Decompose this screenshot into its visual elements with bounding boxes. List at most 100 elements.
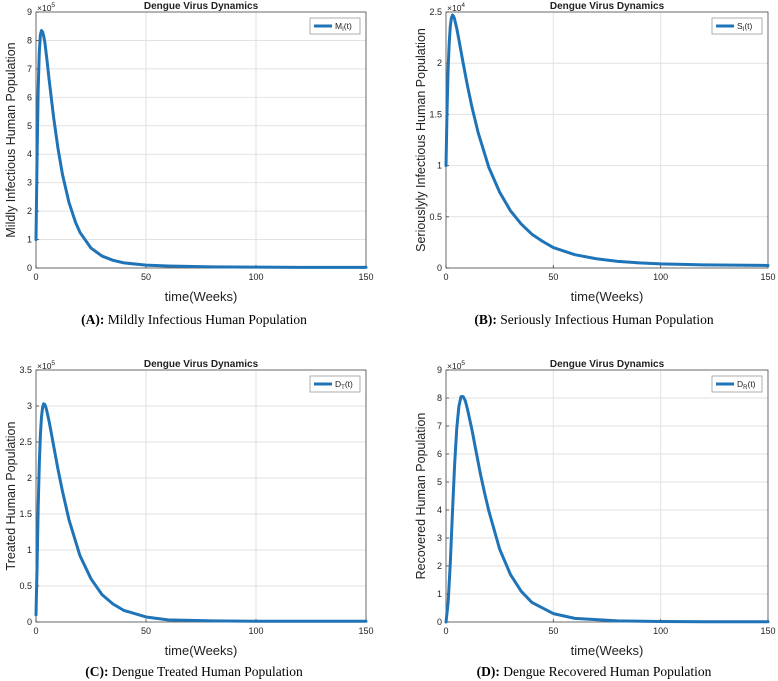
x-tick-label: 0 bbox=[33, 626, 38, 636]
x-tick-label: 0 bbox=[33, 272, 38, 282]
caption-d: (D): Dengue Recovered Human Population bbox=[424, 664, 764, 680]
caption-a-text: Mildly Infectious Human Population bbox=[107, 312, 307, 327]
x-tick-label: 150 bbox=[760, 626, 775, 636]
x-tick-label: 0 bbox=[443, 626, 448, 636]
chart-d: 0 50 100 150 0 1 2 3 4 5 6 7 8 9 ×105 Dengue Virus Dyna… bbox=[414, 359, 776, 658]
x-axis-label: time(Weeks) bbox=[571, 643, 644, 658]
y-tick-label: 3 bbox=[27, 401, 32, 411]
plot-frame bbox=[445, 369, 769, 623]
y-tick-label: 6 bbox=[437, 449, 442, 459]
caption-c-label: (C): bbox=[85, 664, 109, 679]
y-exponent-label: ×104 bbox=[447, 2, 465, 13]
y-tick-label: 5 bbox=[437, 477, 442, 487]
x-tick-label: 50 bbox=[548, 272, 558, 282]
plot-area bbox=[446, 12, 768, 268]
y-tick-label: 0 bbox=[27, 617, 32, 627]
y-tick-label: 0.5 bbox=[19, 581, 32, 591]
caption-b-text: Seriously Infectious Human Population bbox=[500, 312, 714, 327]
legend-label: DR(t) bbox=[737, 379, 756, 391]
x-tick-label: 50 bbox=[141, 626, 151, 636]
y-tick-label: 7 bbox=[27, 64, 32, 74]
x-axis-label: time(Weeks) bbox=[571, 289, 644, 304]
x-tick-label: 0 bbox=[443, 272, 448, 282]
y-tick-label: 0 bbox=[437, 263, 442, 273]
y-axis-label: Mildly Infectious Human Population bbox=[4, 42, 18, 237]
y-tick-label: 1.5 bbox=[429, 109, 442, 119]
caption-b: (B): Seriously Infectious Human Populati… bbox=[424, 312, 764, 328]
caption-c: (C): Dengue Treated Human Population bbox=[24, 664, 364, 680]
x-tick-label: 50 bbox=[548, 626, 558, 636]
legend: SI(t) bbox=[711, 17, 763, 35]
legend-box bbox=[309, 17, 361, 35]
legend-box bbox=[309, 375, 361, 393]
series-line bbox=[444, 13, 770, 267]
y-exponent-label: ×105 bbox=[37, 2, 55, 13]
caption-d-text: Dengue Recovered Human Population bbox=[503, 664, 712, 679]
chart-title: Dengue Virus Dynamics bbox=[550, 359, 665, 370]
y-tick-label: 2 bbox=[27, 206, 32, 216]
caption-c-text: Dengue Treated Human Population bbox=[111, 664, 303, 679]
y-tick-label: 2 bbox=[437, 561, 442, 571]
y-tick-label: 1 bbox=[437, 589, 442, 599]
legend: DT(t) bbox=[309, 375, 361, 393]
y-tick-label: 4 bbox=[27, 149, 32, 159]
y-tick-label: 9 bbox=[437, 365, 442, 375]
x-tick-label: 100 bbox=[653, 272, 668, 282]
y-tick-label: 3 bbox=[27, 178, 32, 188]
y-tick-label: 5 bbox=[27, 121, 32, 131]
y-tick-label: 1 bbox=[27, 545, 32, 555]
y-tick-label: 1 bbox=[27, 235, 32, 245]
y-tick-label: 6 bbox=[27, 92, 32, 102]
series-line bbox=[34, 28, 368, 269]
y-tick-label: 7 bbox=[437, 421, 442, 431]
y-tick-label: 9 bbox=[27, 7, 32, 17]
legend: DR(t) bbox=[711, 375, 763, 393]
x-tick-label: 100 bbox=[248, 626, 263, 636]
y-tick-label: 3 bbox=[437, 533, 442, 543]
x-axis-label: time(Weeks) bbox=[165, 643, 238, 658]
x-tick-label: 150 bbox=[760, 272, 775, 282]
legend: MI(t) bbox=[309, 17, 361, 35]
legend-label: MI(t) bbox=[335, 21, 352, 33]
plot-area bbox=[36, 12, 366, 268]
chart-title: Dengue Virus Dynamics bbox=[550, 1, 665, 12]
y-tick-label: 1.5 bbox=[19, 509, 32, 519]
legend-box bbox=[711, 375, 763, 393]
y-tick-label: 0 bbox=[437, 617, 442, 627]
chart-title: Dengue Virus Dynamics bbox=[144, 359, 259, 370]
y-axis-label: Treated Human Population bbox=[4, 421, 18, 570]
legend-label: DT(t) bbox=[335, 379, 353, 391]
y-tick-label: 2.5 bbox=[429, 7, 442, 17]
x-tick-label: 150 bbox=[358, 626, 373, 636]
chart-c: 0 50 100 150 0 0.5 1 1.5 2 2.5 3 3.5 ×105 Dengue Viru… bbox=[4, 359, 374, 658]
caption-a-label: (A): bbox=[81, 312, 105, 327]
x-axis-label: time(Weeks) bbox=[165, 289, 238, 304]
y-tick-label: 8 bbox=[27, 35, 32, 45]
legend-box bbox=[711, 17, 763, 35]
chart-b: 0 50 100 150 0 0.5 1 1.5 2 2.5 ×104 Dengue Virus Dy… bbox=[414, 1, 776, 304]
x-tick-label: 50 bbox=[141, 272, 151, 282]
series-line bbox=[34, 402, 368, 623]
y-axis-label: Seriouslyly Infectious Human Population bbox=[414, 28, 428, 252]
caption-d-label: (D): bbox=[476, 664, 500, 679]
series-line bbox=[444, 395, 770, 624]
y-tick-label: 2.5 bbox=[19, 437, 32, 447]
y-tick-label: 8 bbox=[437, 393, 442, 403]
y-tick-label: 2 bbox=[437, 58, 442, 68]
y-exponent-label: ×105 bbox=[447, 360, 465, 371]
plot-area bbox=[446, 370, 768, 622]
y-exponent-label: ×105 bbox=[37, 360, 55, 371]
caption-a: (A): Mildly Infectious Human Population bbox=[24, 312, 364, 328]
x-tick-label: 150 bbox=[358, 272, 373, 282]
y-tick-label: 0 bbox=[27, 263, 32, 273]
y-tick-label: 4 bbox=[437, 505, 442, 515]
caption-b-label: (B): bbox=[474, 312, 497, 327]
y-tick-label: 0.5 bbox=[429, 212, 442, 222]
y-axis-label: Recovered Human Population bbox=[414, 413, 428, 580]
x-tick-label: 100 bbox=[653, 626, 668, 636]
y-tick-label: 3.5 bbox=[19, 365, 32, 375]
legend-label: SI(t) bbox=[737, 21, 753, 33]
y-tick-label: 1 bbox=[437, 161, 442, 171]
chart-a: 0 50 100 150 0 1 2 3 4 5 6 7 8 9 ×105 Dengue Virus Dyna… bbox=[4, 1, 374, 304]
